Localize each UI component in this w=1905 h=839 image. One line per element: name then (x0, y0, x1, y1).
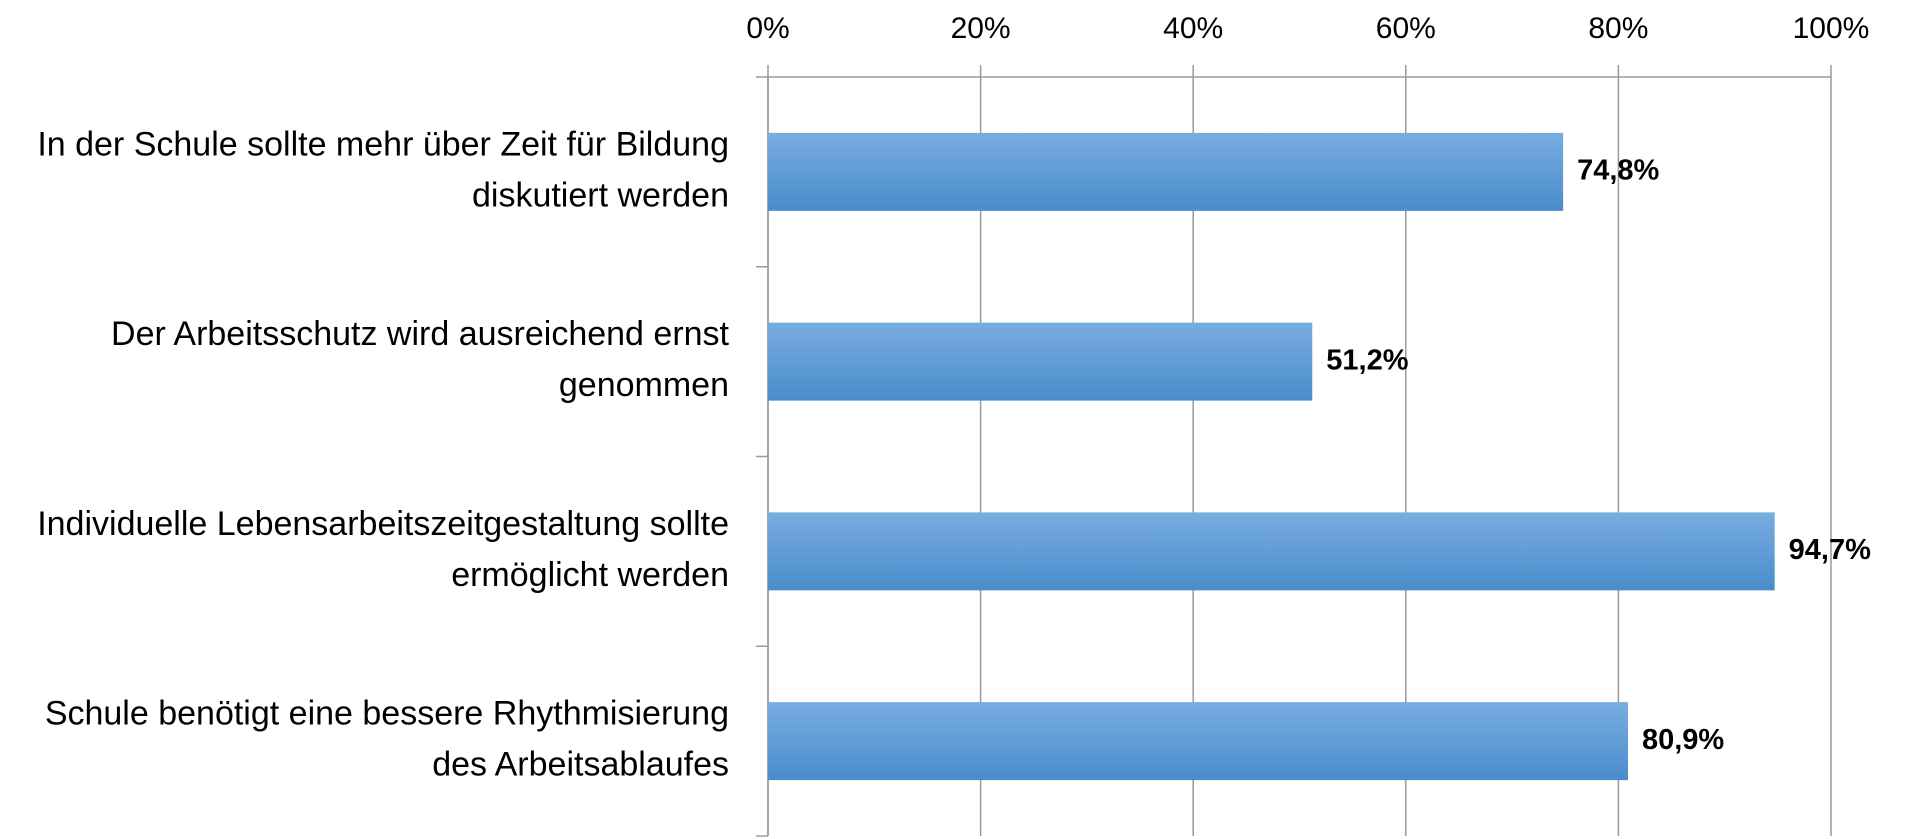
category-label: Der Arbeitsschutz wird ausreichend ernst… (111, 315, 729, 404)
value-label: 51,2% (1326, 344, 1408, 376)
category-label: Individuelle Lebensarbeitszeitgestaltung… (37, 505, 729, 594)
category-label: In der Schule sollte mehr über Zeit für … (37, 125, 729, 214)
x-tick-label: 100% (1793, 12, 1870, 45)
value-label: 94,7% (1789, 534, 1871, 566)
x-tick-label: 60% (1376, 12, 1436, 45)
bar (768, 512, 1775, 591)
category-label: Schule benötigt eine bessere Rhythmisier… (45, 695, 729, 784)
x-tick-label: 0% (746, 12, 789, 45)
bar (768, 702, 1628, 781)
value-label: 74,8% (1577, 155, 1659, 187)
x-tick-label: 20% (951, 12, 1011, 45)
bar (768, 132, 1564, 211)
x-tick-label: 40% (1163, 12, 1223, 45)
value-label: 80,9% (1642, 724, 1724, 756)
bar (768, 322, 1313, 401)
x-tick-label: 80% (1588, 12, 1648, 45)
